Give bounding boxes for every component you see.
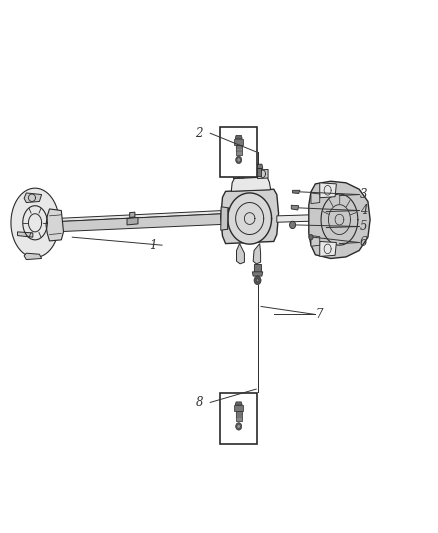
- Polygon shape: [221, 207, 229, 230]
- Polygon shape: [252, 164, 263, 168]
- Polygon shape: [55, 213, 234, 232]
- Bar: [220, 127, 257, 177]
- Text: 5: 5: [360, 220, 367, 233]
- Circle shape: [309, 235, 313, 240]
- Text: 7: 7: [316, 308, 324, 321]
- Text: 3: 3: [360, 188, 367, 201]
- Text: 6: 6: [360, 236, 367, 249]
- Circle shape: [290, 221, 296, 229]
- Polygon shape: [233, 169, 244, 179]
- Bar: [234, 139, 243, 145]
- Text: 4: 4: [360, 204, 367, 217]
- Circle shape: [256, 279, 259, 282]
- Text: 1: 1: [149, 239, 157, 252]
- Polygon shape: [320, 183, 336, 198]
- Polygon shape: [235, 135, 242, 139]
- Polygon shape: [46, 209, 64, 241]
- Circle shape: [254, 276, 261, 285]
- Polygon shape: [291, 205, 299, 210]
- Circle shape: [236, 423, 242, 430]
- Polygon shape: [320, 241, 336, 256]
- Circle shape: [237, 425, 240, 428]
- Bar: [236, 145, 242, 155]
- Polygon shape: [311, 193, 320, 204]
- Circle shape: [229, 193, 271, 244]
- Polygon shape: [309, 181, 370, 259]
- Bar: [220, 393, 257, 443]
- Polygon shape: [18, 232, 33, 237]
- Text: 8: 8: [195, 396, 203, 409]
- Polygon shape: [24, 193, 42, 203]
- Polygon shape: [254, 168, 261, 176]
- Polygon shape: [311, 236, 320, 246]
- Polygon shape: [254, 264, 261, 272]
- Polygon shape: [24, 253, 42, 260]
- Bar: [234, 405, 243, 411]
- Polygon shape: [231, 177, 271, 191]
- Polygon shape: [237, 244, 244, 264]
- Polygon shape: [221, 189, 279, 244]
- Text: 2: 2: [195, 127, 203, 140]
- Polygon shape: [235, 402, 242, 405]
- Polygon shape: [293, 190, 300, 193]
- Polygon shape: [253, 244, 261, 264]
- Circle shape: [236, 156, 242, 164]
- Polygon shape: [252, 272, 263, 276]
- Circle shape: [237, 158, 240, 161]
- Polygon shape: [277, 215, 311, 222]
- Bar: [236, 411, 242, 421]
- Polygon shape: [130, 212, 135, 217]
- Polygon shape: [55, 210, 234, 222]
- Polygon shape: [11, 188, 59, 257]
- Polygon shape: [127, 217, 138, 225]
- Polygon shape: [258, 169, 268, 179]
